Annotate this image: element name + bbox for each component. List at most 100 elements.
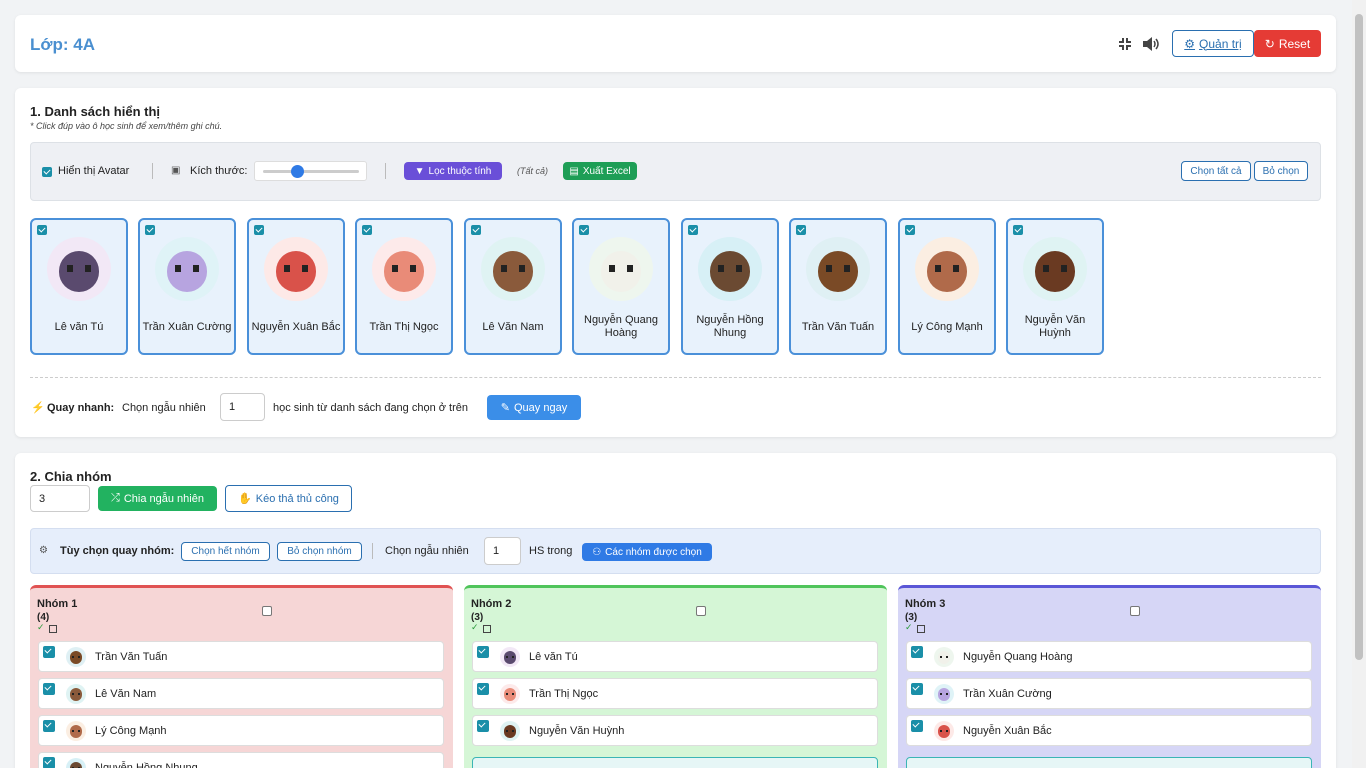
group-checkbox[interactable] [696,606,706,616]
group-count-input[interactable]: 3 [30,485,90,512]
avatar-face [58,251,100,293]
checkbox[interactable] [362,225,372,235]
sound-icon[interactable] [1142,36,1160,52]
manual-button[interactable]: ✋ Kéo thả thủ công [225,485,352,512]
checkbox[interactable] [37,225,47,235]
spin-button[interactable]: ✎ Quay ngay [487,395,581,420]
avatar [66,647,86,667]
checkbox[interactable] [43,646,55,658]
student-card[interactable]: Nguyễn Văn Huỳnh [1006,218,1104,355]
export-label: Xuất Excel [582,165,631,177]
deselect-groups-button[interactable]: Bỏ chọn nhóm [277,542,362,561]
member-row[interactable]: Trần Xuân Cường [906,678,1312,709]
avatar-face [492,251,534,293]
student-card[interactable]: Trần Thị Ngọc [355,218,453,355]
group-checkbox[interactable] [262,606,272,616]
group-title: Nhóm 2 [471,598,512,610]
checkbox[interactable] [688,225,698,235]
avatar [66,758,86,768]
checkbox[interactable] [477,683,489,695]
avatar-eyes [940,655,948,658]
group-spin-box[interactable] [472,757,878,768]
avatar-face [69,725,83,739]
avatar-face [709,251,751,293]
student-card[interactable]: Trần Xuân Cường [138,218,236,355]
filter-label: Lọc thuộc tính [428,165,492,177]
quick-count-input[interactable]: 1 [220,393,265,421]
section-title: 1. Danh sách hiển thị [30,104,161,119]
checkbox[interactable] [911,683,923,695]
member-row[interactable]: Lê văn Tú [472,641,878,672]
avatar-face [817,251,859,293]
hand-icon: ✋ [238,493,252,505]
checkbox[interactable] [477,646,489,658]
checkbox[interactable] [796,225,806,235]
checkbox[interactable] [42,167,52,177]
size-slider[interactable] [254,161,367,181]
member-row[interactable]: Lý Công Mạnh [38,715,444,746]
student-name: Trần Văn Tuấn [801,320,875,333]
list-card: 1. Danh sách hiển thị * Click đúp vào ô … [15,88,1336,437]
toolbar: Hiển thị Avatar ▣ Kích thước: ▼ Lọc thuộc… [30,142,1321,201]
member-row[interactable]: Nguyễn Quang Hoàng [906,641,1312,672]
member-row[interactable]: Trần Văn Tuấn [38,641,444,672]
checkbox[interactable] [905,225,915,235]
checkbox[interactable] [471,225,481,235]
group-checkbox[interactable] [1130,606,1140,616]
deselect-button[interactable]: Bỏ chọn [1254,161,1308,181]
group-title: Nhóm 3 [905,598,946,610]
filter-button[interactable]: ▼ Lọc thuộc tính [404,162,502,180]
avatar [806,237,870,301]
checkbox[interactable] [579,225,589,235]
reset-button[interactable]: ↻ Reset [1254,30,1321,57]
student-card[interactable]: Lê văn Tú [30,218,128,355]
student-card[interactable]: Lý Công Mạnh [898,218,996,355]
member-row[interactable]: Trần Thị Ngọc [472,678,878,709]
random-split-button[interactable]: ⤮ Chia ngẫu nhiên [98,486,217,511]
admin-button[interactable]: ⚙ Quản trị [1172,30,1254,57]
student-card[interactable]: Nguyễn Hồng Nhung [681,218,779,355]
export-button[interactable]: ▤ Xuất Excel [563,162,637,180]
checkbox[interactable] [43,683,55,695]
section-title: 2. Chia nhóm [30,469,112,484]
selected-groups-button[interactable]: ⚇ Các nhóm được chọn [582,543,712,561]
group-pick: Chọn ngẫu nhiên [385,545,469,557]
scrollbar-thumb[interactable] [1355,14,1363,660]
student-name: Trần Thị Ngọc [369,320,439,333]
student-card[interactable]: Lê Văn Nam [464,218,562,355]
member-name: Trần Văn Tuấn [95,651,168,663]
avatar-face [69,762,83,768]
member-row[interactable]: Lê Văn Nam [38,678,444,709]
avatar [934,684,954,704]
group-title: Nhóm 1 [37,598,78,610]
scrollbar[interactable] [1352,0,1366,768]
checkbox[interactable] [911,646,923,658]
checkbox[interactable] [43,757,55,768]
select-all-button[interactable]: Chọn tất cả [1181,161,1251,181]
checkbox[interactable] [145,225,155,235]
avatar [500,684,520,704]
group: Nhóm 1 (4) ✓ Trần Văn Tuấn Lê Văn Nam Lý Công… [30,585,453,768]
avatar-eyes [718,265,742,272]
manual-label: Kéo thả thủ công [255,492,339,505]
avatar [155,237,219,301]
student-card[interactable]: Nguyễn Xuân Bắc [247,218,345,355]
checkbox[interactable] [477,720,489,732]
member-row[interactable]: Nguyễn Văn Huỳnh [472,715,878,746]
student-card[interactable]: Trần Văn Tuấn [789,218,887,355]
student-card[interactable]: Nguyễn Quang Hoàng [572,218,670,355]
slider-thumb[interactable] [291,165,304,178]
member-row[interactable]: Nguyễn Hồng Nhung [38,752,444,768]
checkbox[interactable] [911,720,923,732]
select-groups-button[interactable]: Chọn hết nhóm [181,542,270,561]
checkbox[interactable] [254,225,264,235]
group-spin-box[interactable] [906,757,1312,768]
group-pick-input[interactable]: 1 [484,537,521,565]
avatar-eyes [72,692,80,695]
avatar-eyes [1043,265,1067,272]
member-row[interactable]: Nguyễn Xuân Bắc [906,715,1312,746]
checkbox[interactable] [43,720,55,732]
fullscreen-icon[interactable] [1118,37,1132,51]
checkbox[interactable] [1013,225,1023,235]
